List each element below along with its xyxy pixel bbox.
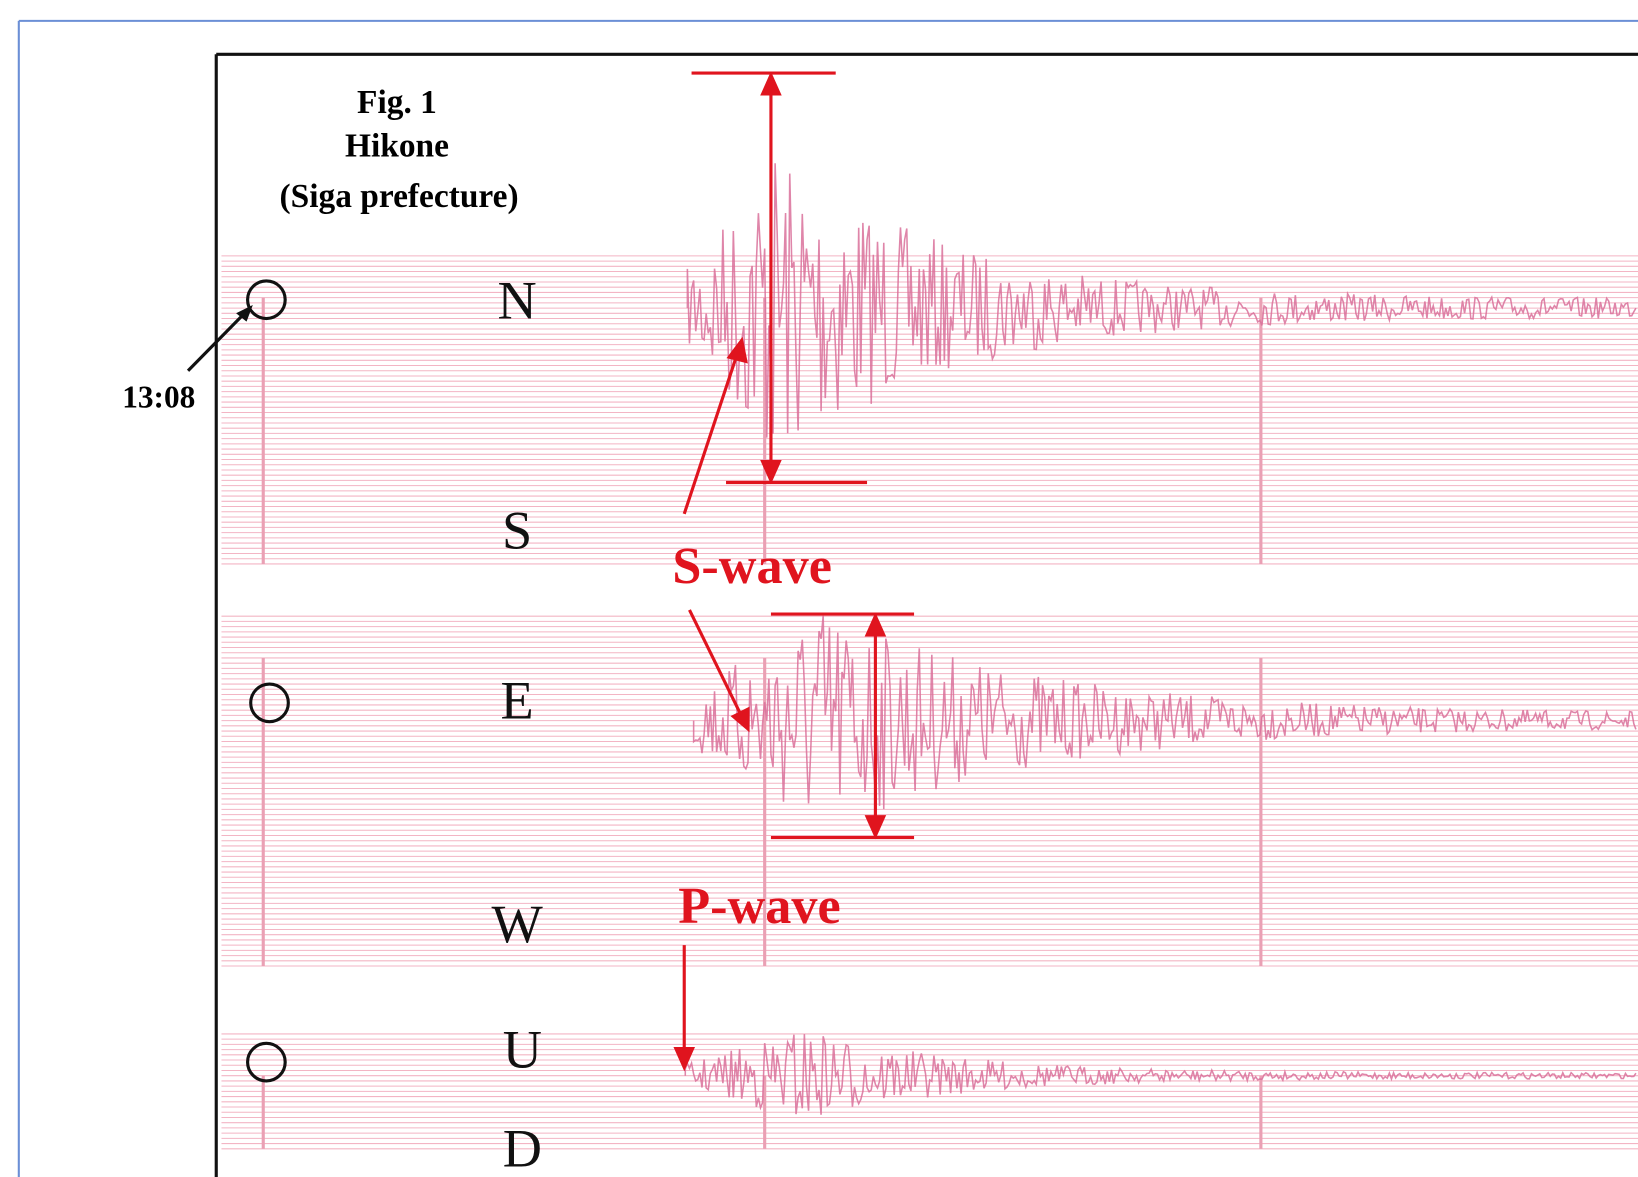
region-name: (Siga prefecture) [280,178,519,215]
p-wave-label: P-wave [678,877,840,935]
direction-label: S [502,500,532,560]
station-name: Hikone [345,128,449,165]
direction-label: D [503,1119,542,1177]
figure-title: Fig. 1 [357,84,437,121]
direction-label: U [503,1019,542,1079]
time-mark: 13:08 [122,379,195,414]
direction-label: E [501,671,534,731]
seismogram-figure: Fig. 1 Hikone (Siga prefecture) 13:08 N … [0,0,1638,1177]
direction-label: W [491,894,543,954]
page: Fig. 1 Hikone (Siga prefecture) 13:08 N … [0,0,1638,1177]
s-wave-label: S-wave [672,537,832,595]
direction-label: N [497,271,536,331]
